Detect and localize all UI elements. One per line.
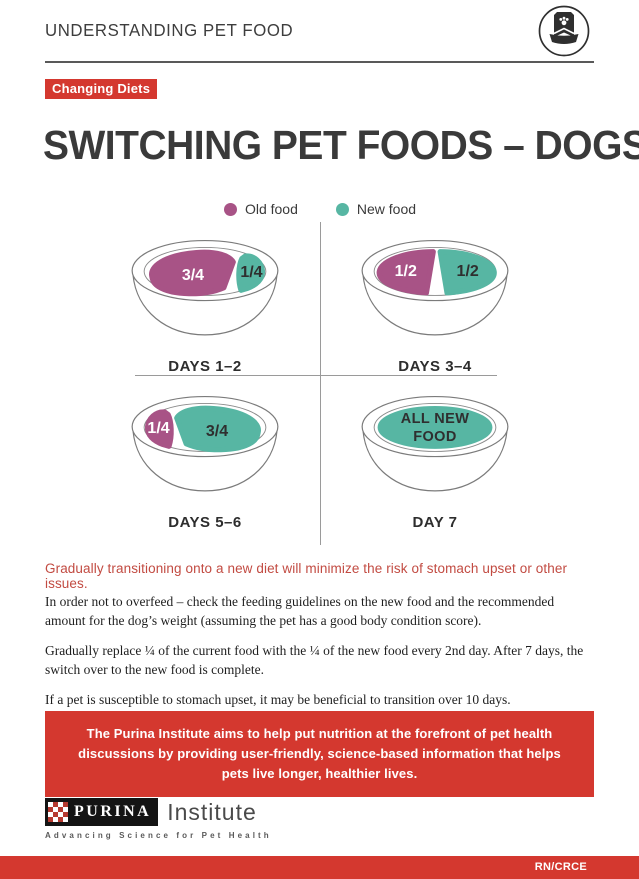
bowl-icon [131, 395, 279, 492]
new-food-fraction: 1/2 [456, 262, 479, 280]
old-food-fraction: 1/2 [394, 262, 417, 280]
bowl-diagram-grid: 3/4 1/4 DAYS 1–2 1/2 1/2 DAYS 3–4 [90, 226, 550, 538]
section-badge: Changing Diets [45, 79, 158, 99]
page-title: SWITCHING PET FOODS – DOGS [43, 122, 639, 168]
grid-horizontal-divider [135, 375, 497, 376]
day-label: DAYS 1–2 [168, 358, 242, 375]
new-food-fraction: 3/4 [205, 423, 229, 441]
body-copy: In order not to overfeed – check the fee… [45, 593, 594, 720]
footer-bar: RN/CRCE [0, 856, 639, 879]
pet-food-bag-bowl-icon [537, 4, 591, 58]
purina-logo-bar: PURINA [45, 798, 159, 826]
old-food-dot-icon [223, 202, 237, 216]
bowl-days-1-2: 3/4 1/4 [119, 232, 291, 352]
institute-text: Institute [167, 798, 257, 825]
legend-label-old: Old food [244, 201, 298, 217]
bowl-days-5-6: 1/4 3/4 [119, 388, 291, 508]
header-divider [45, 61, 594, 63]
bowl-icon [361, 395, 509, 492]
grid-vertical-divider [320, 222, 321, 545]
bowl-cell-days-1-2: 3/4 1/4 DAYS 1–2 [90, 226, 320, 379]
bowl-icon [361, 239, 509, 336]
day-label: DAYS 5–6 [168, 514, 242, 531]
bowl-cell-day-7: ALL NEW FOOD DAY 7 [320, 382, 550, 535]
purina-institute-callout: The Purina Institute aims to help put nu… [45, 711, 594, 798]
old-food-fraction: 1/4 [147, 419, 170, 437]
bowl-cell-days-3-4: 1/2 1/2 DAYS 3–4 [320, 226, 550, 379]
new-food-fraction: ALL NEW FOOD [400, 410, 470, 445]
bowl-days-3-4: 1/2 1/2 [349, 232, 521, 352]
new-food-dot-icon [335, 202, 349, 216]
legend-label-new: New food [356, 201, 417, 217]
purina-brand-text: PURINA [74, 803, 152, 820]
legend-item-new-food: New food [335, 201, 417, 217]
day-label: DAYS 3–4 [398, 358, 472, 375]
purina-checkerboard-icon [48, 802, 68, 822]
legend-item-old-food: Old food [223, 201, 298, 217]
paragraph-overfeed: In order not to overfeed – check the fee… [45, 594, 555, 628]
paragraph-susceptible: If a pet is susceptible to stomach upset… [45, 691, 511, 707]
bowl-day-7: ALL NEW FOOD [349, 388, 521, 508]
logo-tagline: Advancing Science for Pet Health [45, 831, 272, 840]
header-title: UNDERSTANDING PET FOOD [45, 20, 294, 40]
bowl-cell-days-5-6: 1/4 3/4 DAYS 5–6 [90, 382, 320, 535]
new-food-fraction: 1/4 [240, 263, 263, 281]
purina-institute-logo: PURINA Institute Advancing Science for P… [45, 798, 272, 840]
paragraph-replace: Gradually replace ¼ of the current food … [45, 642, 584, 677]
legend: Old food New food [90, 201, 550, 217]
day-label: DAY 7 [412, 514, 458, 531]
bowl-icon [131, 239, 279, 336]
old-food-fraction: 3/4 [181, 267, 205, 285]
lead-text: Gradually transitioning onto a new diet … [45, 561, 568, 591]
footer-code: RN/CRCE [534, 861, 587, 873]
